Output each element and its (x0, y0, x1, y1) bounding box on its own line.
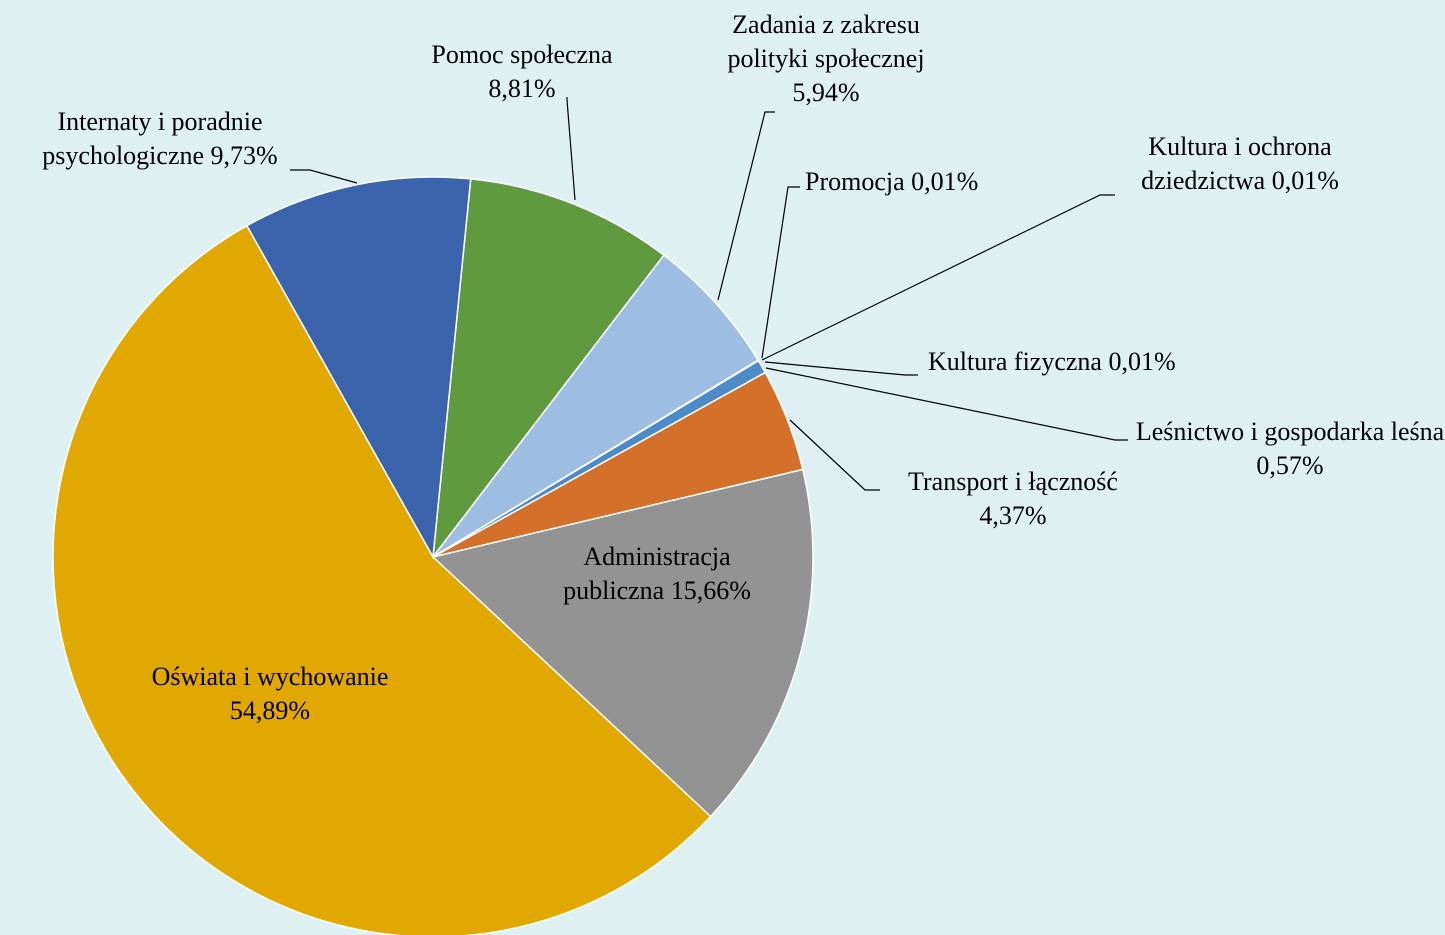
category-label: Promocja (805, 167, 905, 196)
category-label: Zadania z zakresu polityki społecznej (727, 10, 925, 73)
value-label: 0,01% (911, 167, 979, 196)
category-label: Kultura fizyczna (928, 347, 1102, 376)
category-label: Pomoc społeczna (431, 40, 613, 69)
leader-lines (290, 97, 1128, 491)
value-label: 4,37% (979, 501, 1047, 530)
data-label: Administracja publiczna 15,66% (532, 540, 782, 608)
data-label: Promocja 0,01% (805, 165, 978, 199)
leader-line (566, 97, 576, 201)
value-label: 0,01% (1271, 166, 1339, 195)
leader-line (761, 194, 1115, 361)
pie-slice (52, 224, 712, 935)
data-label: Internaty i poradnie psychologiczne 9,73… (10, 105, 310, 173)
pie-slice (245, 176, 472, 560)
data-label: Kultura i ochrona dziedzictwa 0,01% (1105, 130, 1375, 198)
value-label: 8,81% (488, 74, 556, 103)
category-label: Administracja publiczna (563, 542, 731, 605)
pie-slice (431, 468, 814, 818)
leader-line (789, 419, 880, 491)
data-label: Transport i łączność 4,37% (873, 465, 1153, 533)
leader-line (717, 111, 775, 301)
data-label: Pomoc społeczna 8,81% (402, 38, 642, 106)
category-label: Oświata i wychowanie (151, 662, 389, 691)
category-label: Transport i łączność (908, 467, 1118, 496)
data-label: Kultura fizyczna 0,01% (928, 345, 1176, 379)
value-label: 0,57% (1256, 451, 1324, 480)
category-label: Leśnictwo i gospodarka leśna (1135, 417, 1445, 446)
pie-slice (432, 254, 760, 558)
value-label: 0,01% (1108, 347, 1176, 376)
category-label: Internaty i poradnie psychologiczne (42, 107, 263, 170)
data-label: Oświata i wychowanie 54,89% (115, 660, 425, 728)
leader-line (765, 367, 1128, 441)
leader-line (761, 186, 800, 359)
leader-line (290, 169, 358, 184)
category-label: Kultura i ochrona dziedzictwa (1141, 132, 1332, 195)
value-label: 15,66% (670, 576, 751, 605)
pie-slice (431, 178, 665, 560)
pie (52, 176, 814, 935)
value-label: 54,89% (229, 696, 311, 725)
value-label: 9,73% (210, 141, 278, 170)
leader-line (764, 361, 918, 376)
data-label: Leśnictwo i gospodarka leśna 0,57% (1130, 415, 1445, 483)
value-label: 5,94% (792, 78, 860, 107)
data-label: Zadania z zakresu polityki społecznej 5,… (701, 8, 951, 110)
